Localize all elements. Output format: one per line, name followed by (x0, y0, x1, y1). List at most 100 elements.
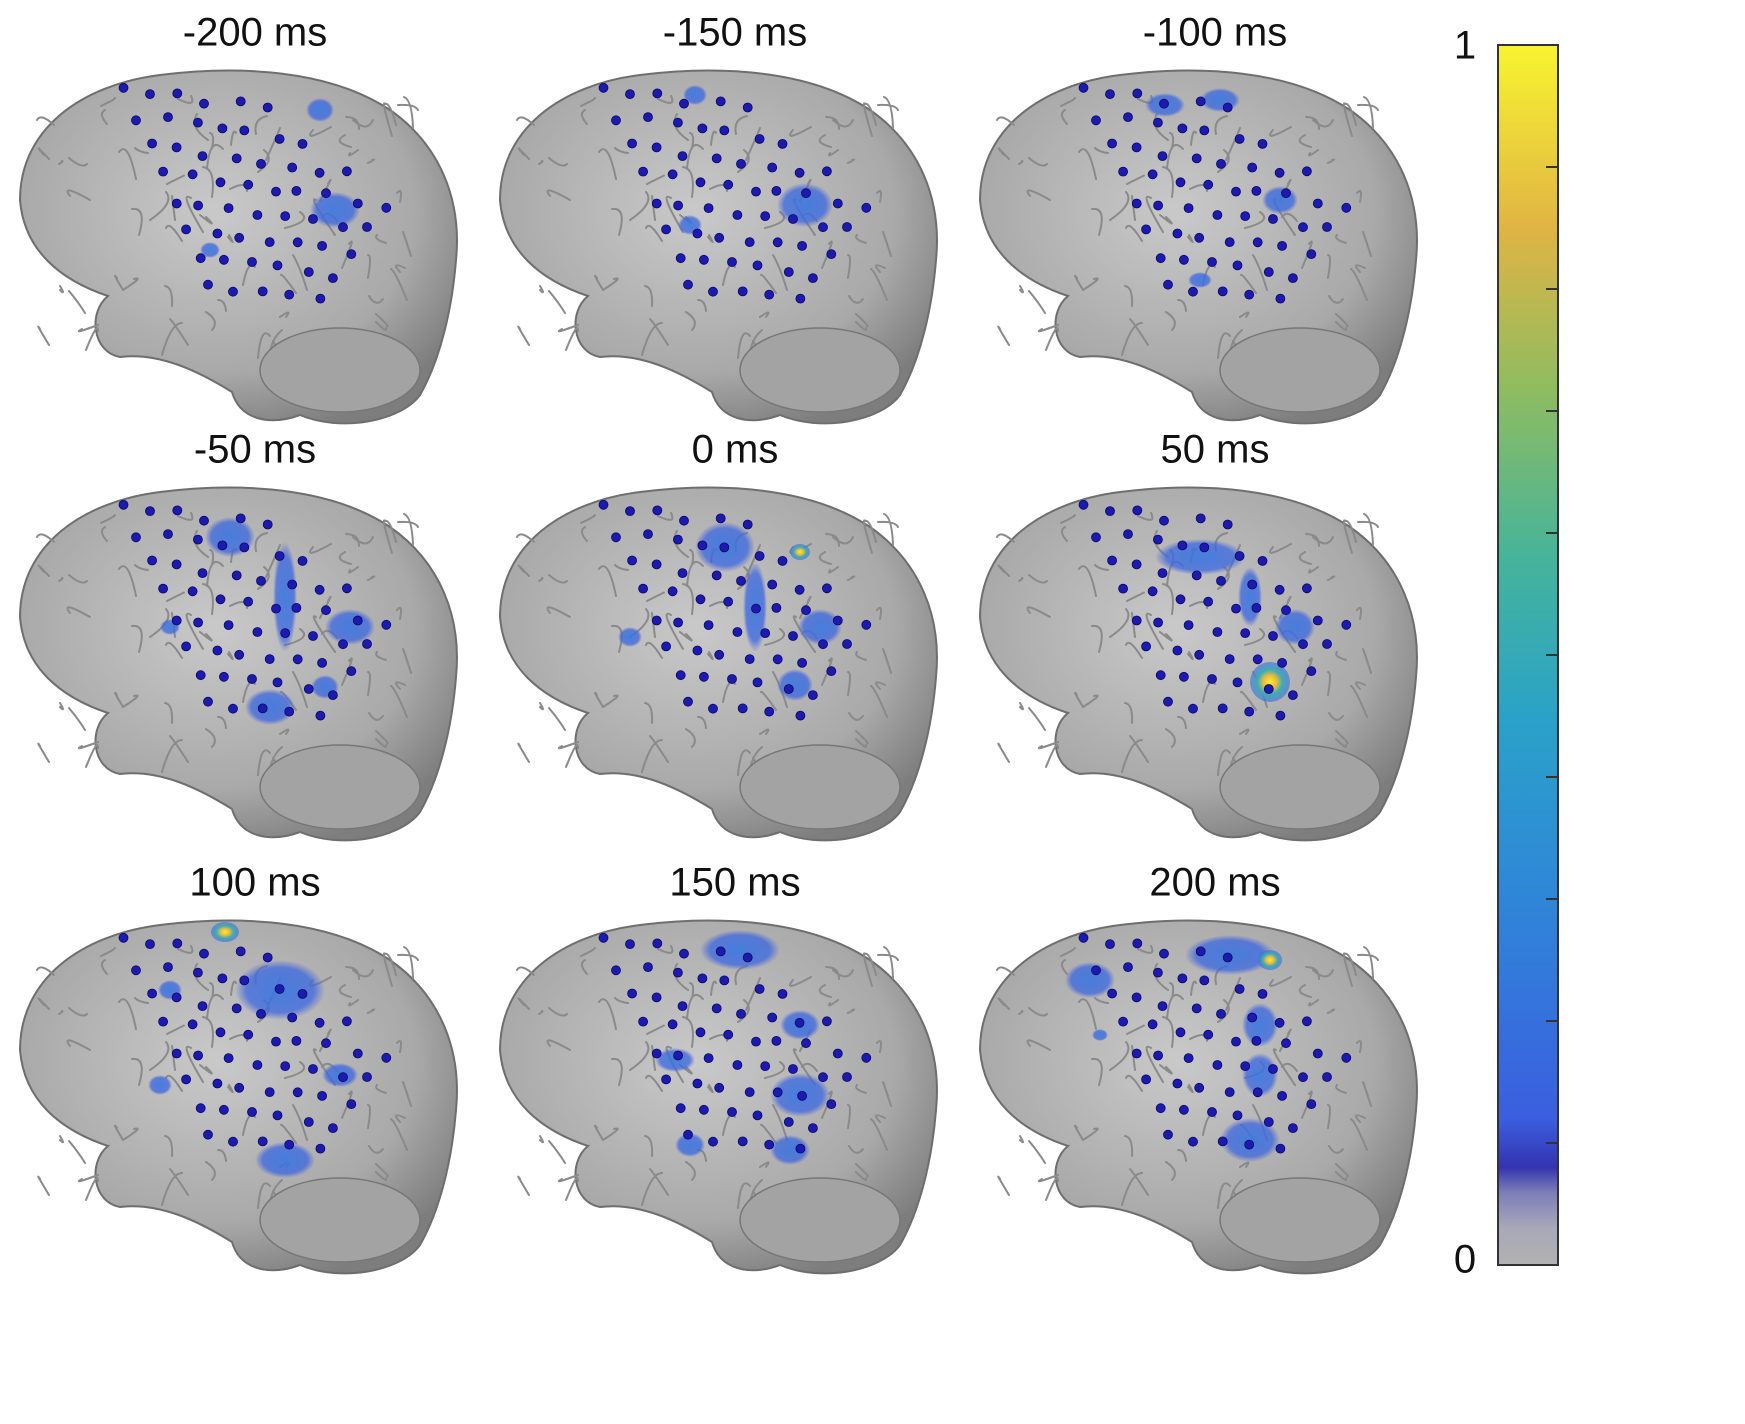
electrode (673, 1050, 684, 1061)
electrode (1105, 506, 1115, 516)
electrode (643, 112, 653, 122)
electrode (195, 1103, 206, 1114)
electrode (692, 645, 703, 656)
electrode (703, 620, 714, 631)
electrode (695, 594, 706, 605)
electrode (1188, 286, 1198, 297)
electrode (661, 1074, 672, 1085)
electrode (257, 1136, 268, 1147)
electrode (719, 542, 730, 553)
electrode (794, 584, 805, 595)
electrode (736, 1008, 746, 1019)
electrode (338, 639, 348, 650)
electrode (315, 710, 326, 721)
electrode (193, 200, 204, 211)
electrode (193, 617, 204, 628)
electrode (627, 988, 638, 999)
electrode (308, 1064, 318, 1074)
electrode (751, 1036, 761, 1047)
electrode (234, 1082, 245, 1093)
electrode (767, 162, 778, 173)
electrode (1247, 579, 1258, 590)
electrode (1212, 627, 1223, 637)
electrode (1078, 932, 1089, 943)
electrode (1157, 568, 1168, 579)
electrode (652, 88, 663, 99)
electrode (1341, 1052, 1352, 1063)
electrode (1277, 1090, 1288, 1101)
electrode (171, 559, 182, 570)
electrode (223, 620, 234, 631)
electrode (192, 967, 203, 978)
activation (1065, 962, 1115, 998)
electrode (327, 273, 338, 284)
electrode (788, 631, 798, 641)
electrode (672, 534, 683, 545)
electrode (147, 138, 158, 149)
electrode (727, 1107, 737, 1117)
electrode (683, 279, 693, 290)
electrode (1155, 670, 1166, 681)
activation (1238, 567, 1262, 627)
electrode (1252, 1087, 1263, 1098)
electrode (352, 1048, 363, 1059)
electrode (661, 224, 672, 235)
electrode (1301, 583, 1312, 594)
electrode (807, 1123, 818, 1134)
electrode (683, 1129, 693, 1140)
electrode (1131, 992, 1142, 1003)
electrode (1105, 89, 1115, 99)
activation (700, 930, 780, 970)
electrode (271, 603, 281, 614)
electrode (212, 228, 223, 239)
electrode (264, 654, 275, 665)
electrode (1244, 289, 1255, 300)
panel-title: 50 ms (1161, 428, 1270, 472)
electrode (272, 677, 283, 688)
cerebellum (259, 744, 421, 830)
electrode (1216, 1008, 1226, 1019)
panel-title: -200 ms (183, 11, 328, 55)
electrode (1163, 1129, 1173, 1140)
electrode (1131, 615, 1142, 626)
electrode (1177, 540, 1188, 551)
electrode (1217, 1136, 1228, 1147)
electrode (1274, 1017, 1285, 1028)
electrode (754, 134, 765, 144)
electrode (247, 257, 257, 267)
cerebellum (739, 1177, 901, 1263)
electrode (754, 551, 765, 561)
electrode (1274, 584, 1285, 595)
electrode (171, 198, 182, 209)
electrode (1199, 125, 1210, 136)
electrode (1232, 677, 1243, 688)
electrode (1132, 88, 1143, 99)
electrode (794, 1017, 805, 1028)
electrode (291, 185, 302, 196)
electrode (1322, 1072, 1332, 1082)
electrode (235, 96, 246, 107)
electrode (801, 605, 811, 616)
electrode (158, 583, 169, 594)
electrode (675, 670, 686, 681)
electrode (1275, 710, 1286, 721)
brain (18, 69, 458, 425)
electrode (1147, 169, 1158, 180)
electrode (673, 617, 684, 628)
electrode (1287, 273, 1298, 284)
electrode (1252, 237, 1263, 248)
electrode (1216, 158, 1226, 169)
electrode (303, 684, 314, 694)
electrode (1195, 96, 1206, 107)
brain-panel: -100 ms (978, 11, 1418, 425)
electrode (346, 1099, 357, 1110)
electrode (771, 602, 782, 613)
brain-panel: 150 ms (498, 861, 938, 1275)
electrode (627, 555, 638, 566)
electrode (1199, 542, 1210, 553)
electrode (274, 551, 285, 561)
electrode (788, 214, 798, 224)
electrode (598, 932, 609, 943)
panel-title: 100 ms (189, 861, 320, 905)
electrode (777, 988, 788, 999)
